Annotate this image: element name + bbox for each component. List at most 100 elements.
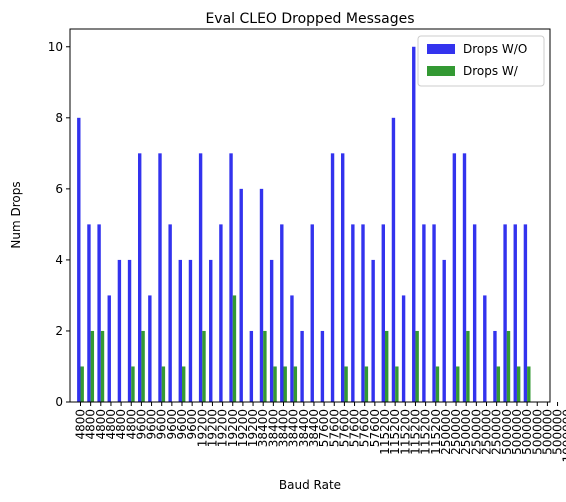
legend-swatch-drops-with <box>427 66 455 76</box>
bar-drops-without-20 <box>280 224 284 402</box>
x-tick-label: 115200 <box>419 409 433 455</box>
bar-drops-without-19 <box>269 259 274 402</box>
bar-drops-without-36 <box>442 259 446 402</box>
y-tick-label: 10 <box>48 40 63 54</box>
x-tick-label: 57600 <box>368 409 382 447</box>
bar-drops-without-23 <box>310 224 314 402</box>
bar-drops-without-4 <box>117 259 122 402</box>
x-tick-label: 38400 <box>287 409 301 447</box>
bar-drops-with-21 <box>293 366 298 402</box>
bars-group <box>77 46 531 403</box>
bar-drops-without-6 <box>138 153 142 402</box>
bar-drops-without-13 <box>209 259 213 402</box>
x-tick-label: 57600 <box>337 409 351 447</box>
x-tick-label: 4800 <box>104 409 118 440</box>
bar-drops-with-0 <box>80 366 84 402</box>
bar-drops-with-20 <box>283 366 287 402</box>
bar-drops-with-2 <box>100 330 105 402</box>
bar-drops-without-10 <box>178 259 182 402</box>
y-axis-label: Num Drops <box>9 181 23 248</box>
x-tick-label: 9600 <box>165 409 179 440</box>
x-tick-label: 57600 <box>348 409 362 447</box>
bar-drops-without-1 <box>87 224 91 402</box>
bar-drops-without-41 <box>493 330 497 402</box>
x-tick-label: 19200 <box>236 409 250 447</box>
plot-frame <box>69 28 551 403</box>
x-axis-ticks: 4800480048004800480048009600960096009600… <box>74 402 566 462</box>
bar-drops-without-26 <box>341 153 345 402</box>
bar-drops-without-33 <box>412 46 416 403</box>
x-tick-label: 500000 <box>551 409 565 455</box>
x-tick-label: 19200 <box>216 409 230 447</box>
bar-drops-with-15 <box>232 295 237 402</box>
x-tick-label: 500000 <box>530 409 544 455</box>
x-tick-label: 115200 <box>408 409 422 455</box>
x-axis-label: Baud Rate <box>279 478 341 492</box>
bar-drops-without-15 <box>229 153 233 402</box>
legend: Drops W/O Drops W/ <box>417 35 545 87</box>
bar-drops-without-17 <box>249 330 254 402</box>
y-tick-label: 8 <box>55 111 63 125</box>
legend-label-drops-without: Drops W/O <box>463 42 527 56</box>
x-tick-label: 115200 <box>388 409 402 455</box>
bar-drops-with-6 <box>141 330 145 402</box>
x-tick-label: 9600 <box>134 409 148 440</box>
x-tick-label: 115200 <box>429 409 443 455</box>
bar-drops-without-2 <box>97 224 101 402</box>
x-tick-label: 250000 <box>480 409 494 455</box>
x-tick-label: 1000000 <box>561 409 566 462</box>
x-tick-label: 9600 <box>175 409 189 440</box>
x-tick-label: 500000 <box>510 409 524 455</box>
x-tick-label: 500000 <box>520 409 534 455</box>
x-tick-label: 38400 <box>277 409 291 447</box>
bar-drops-without-34 <box>422 224 426 402</box>
bar-drops-without-16 <box>239 188 243 402</box>
x-tick-label: 57600 <box>317 409 331 447</box>
bar-drops-without-21 <box>290 295 294 402</box>
x-tick-label: 250000 <box>490 409 504 455</box>
x-tick-label: 4800 <box>124 409 138 440</box>
bar-drops-without-28 <box>361 224 365 402</box>
chart-title: Eval CLEO Dropped Messages <box>205 11 414 27</box>
bar-drops-with-26 <box>344 366 348 402</box>
bar-drops-without-7 <box>148 295 152 402</box>
bar-drops-without-12 <box>198 153 203 402</box>
bar-drops-with-5 <box>131 366 135 402</box>
x-tick-label: 19200 <box>195 409 209 447</box>
x-tick-label: 250000 <box>459 409 473 455</box>
bar-drops-without-32 <box>401 295 406 402</box>
x-tick-label: 250000 <box>439 409 453 455</box>
x-tick-label: 4800 <box>74 409 88 440</box>
x-tick-label: 250000 <box>469 409 483 455</box>
bar-drops-without-38 <box>462 153 467 402</box>
bar-drops-with-1 <box>90 330 95 402</box>
bar-drops-with-37 <box>456 366 460 402</box>
bar-drops-without-18 <box>259 188 264 402</box>
bar-drops-without-43 <box>513 224 517 402</box>
bar-drops-with-35 <box>435 366 440 402</box>
bar-drops-with-18 <box>263 330 267 402</box>
x-tick-label: 19200 <box>205 409 219 447</box>
x-tick-label: 9600 <box>145 409 159 440</box>
bar-drops-without-5 <box>127 259 132 402</box>
bar-drops-without-27 <box>351 224 355 402</box>
x-tick-label: 57600 <box>358 409 372 447</box>
bar-drops-without-24 <box>320 330 325 402</box>
x-tick-label: 57600 <box>327 409 341 447</box>
x-tick-label: 19200 <box>246 409 260 447</box>
bar-drops-without-14 <box>219 224 223 402</box>
x-tick-label: 38400 <box>307 409 321 447</box>
bar-drops-with-28 <box>364 366 369 402</box>
bar-drops-without-29 <box>371 259 375 402</box>
legend-label-drops-with: Drops W/ <box>463 64 519 78</box>
bar-drops-with-38 <box>466 330 470 402</box>
bar-drops-without-0 <box>77 117 81 403</box>
bar-drops-with-41 <box>496 366 501 402</box>
x-tick-label: 4800 <box>94 409 108 440</box>
bar-drops-without-37 <box>452 153 457 402</box>
x-tick-label: 9600 <box>185 409 199 440</box>
bar-drops-without-25 <box>330 153 335 402</box>
bar-drops-without-40 <box>483 295 487 402</box>
bar-drops-with-8 <box>161 366 166 402</box>
